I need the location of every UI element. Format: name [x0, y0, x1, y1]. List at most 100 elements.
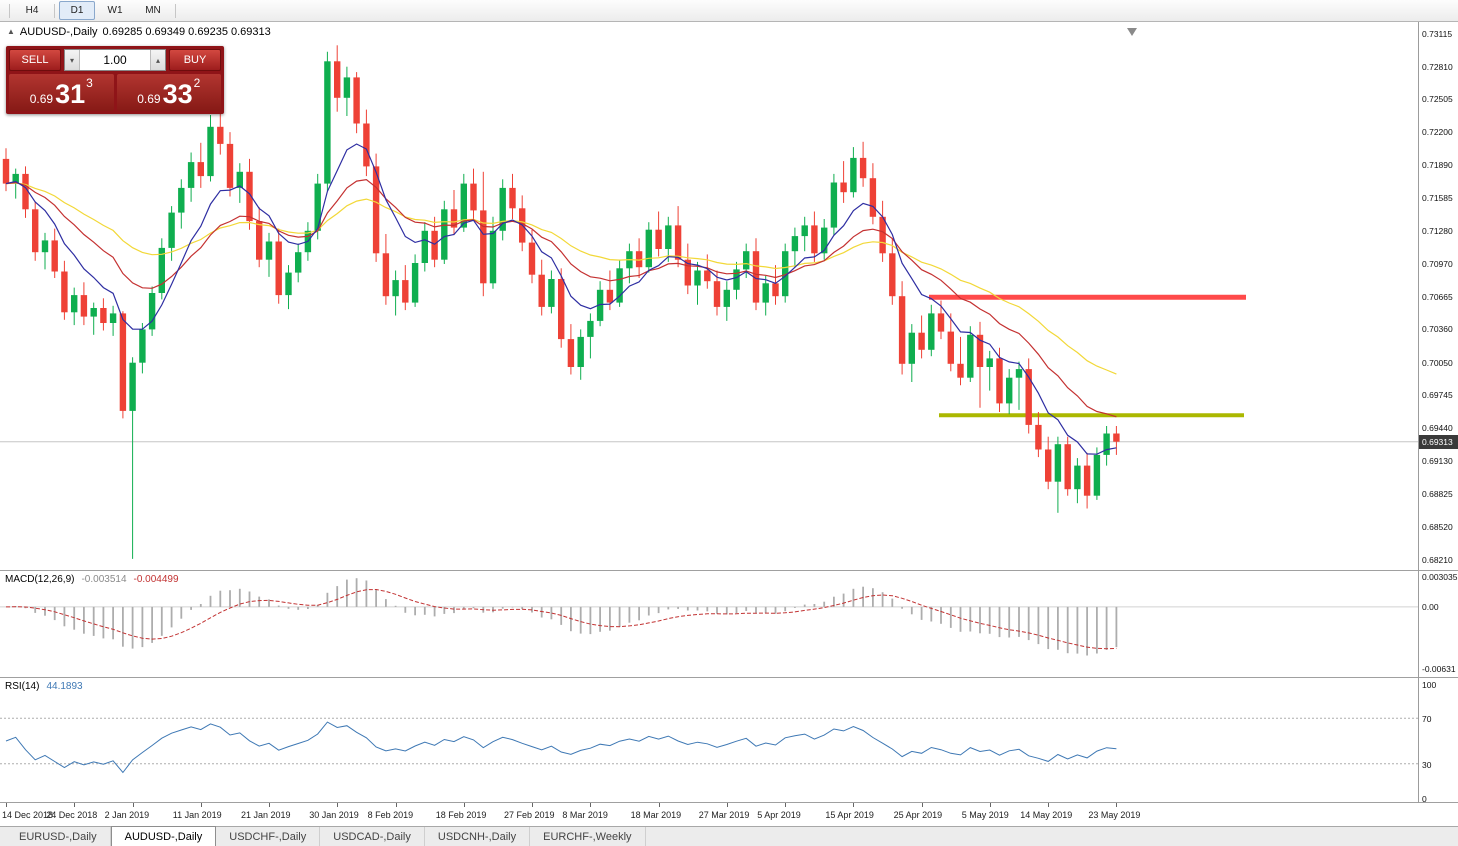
date-axis-label: 30 Jan 2019 — [309, 810, 359, 820]
price-axis-label: 0.73115 — [1422, 29, 1453, 39]
date-tick — [200, 803, 202, 807]
toolbar-separator — [9, 3, 10, 18]
one-click-trading-panel: SELL ▾ 1.00 ▴ BUY 0.69 31 3 0.69 33 2 — [6, 46, 224, 114]
lot-increase-icon[interactable]: ▴ — [150, 50, 165, 70]
date-tick — [132, 803, 134, 807]
lot-decrease-icon[interactable]: ▾ — [65, 50, 80, 70]
rsi-label: RSI(14) 44.1893 — [5, 681, 83, 692]
date-axis-label: 23 May 2019 — [1088, 810, 1141, 820]
chart-tab-usdchf[interactable]: USDCHF-,Daily — [216, 827, 321, 846]
date-tick — [532, 803, 533, 807]
date-axis-label: 27 Feb 2019 — [504, 810, 555, 820]
date-axis[interactable]: 14 Dec 2018 24 Dec 2018 2 Jan 2019 11 Jan 2… — [0, 802, 1458, 826]
timeframe-button-w1[interactable]: W1 — [107, 5, 123, 16]
date-axis-label: 25 Apr 2019 — [893, 810, 943, 820]
chart-ohlc-values: 0.69285 0.69349 0.69235 0.69313 — [102, 26, 271, 38]
macd-axis-label: -0.00631 — [1422, 664, 1456, 674]
buy-price-point: 2 — [193, 76, 201, 90]
chart-tab-usdcnh[interactable]: USDCNH-,Daily — [425, 827, 531, 846]
toolbar-separator — [54, 3, 55, 18]
chart-tab-bar: EURUSD-,Daily AUDUSD-,Daily USDCHF-,Daily U… — [0, 826, 1458, 846]
price-axis-label: 0.72200 — [1422, 127, 1453, 138]
price-axis-label: 0.72505 — [1422, 94, 1453, 105]
price-axis-label: 0.70665 — [1422, 291, 1453, 302]
rsi-chart[interactable] — [0, 678, 1418, 803]
rsi-indicator-panel: RSI(14) 44.1893 100 70 30 0 — [0, 677, 1458, 803]
price-axis-label: 0.72810 — [1422, 61, 1453, 72]
date-tick — [337, 803, 339, 807]
date-tick — [463, 803, 465, 807]
date-tick — [395, 803, 397, 807]
current-price-badge: 0.69313 — [1419, 434, 1458, 449]
date-axis-label: 18 Mar 2019 — [630, 810, 682, 820]
date-tick — [658, 803, 660, 807]
macd-chart[interactable] — [0, 571, 1418, 677]
sell-price-pips: 31 — [55, 79, 86, 110]
buy-price-base: 0.69 — [137, 92, 161, 106]
chart-tab-usdcad[interactable]: USDCAD-,Daily — [320, 827, 425, 846]
timeframe-button-d1[interactable]: D1 — [59, 1, 95, 20]
date-tick — [6, 803, 7, 807]
date-axis-label: 24 Dec 2018 — [46, 810, 98, 820]
date-tick — [921, 803, 923, 807]
sell-button[interactable]: SELL — [9, 49, 61, 71]
rsi-value: 44.1893 — [46, 681, 83, 692]
macd-value: -0.003514 — [81, 574, 127, 585]
macd-axis[interactable]: 0.003035 0.00 -0.00631 — [1419, 571, 1458, 677]
chart-shift-icon[interactable] — [1127, 28, 1137, 36]
date-axis-label: 5 May 2019 — [961, 810, 1009, 820]
macd-name: MACD(12,26,9) — [5, 574, 75, 585]
price-axis-label: 0.71890 — [1422, 160, 1453, 171]
chart-tab-eurusd[interactable]: EURUSD-,Daily — [6, 827, 111, 846]
date-axis-label: 27 Mar 2019 — [698, 810, 750, 820]
rsi-name: RSI(14) — [5, 681, 40, 692]
rsi-axis-label: 30 — [1422, 759, 1432, 770]
price-axis-label: 0.70050 — [1422, 357, 1453, 368]
lot-size-value[interactable]: 1.00 — [103, 53, 127, 67]
sell-price[interactable]: 0.69 31 3 — [9, 74, 114, 111]
rsi-axis-label: 70 — [1422, 714, 1432, 725]
date-axis-label: 14 May 2019 — [1020, 810, 1073, 820]
timeframe-button-mn[interactable]: MN — [145, 5, 161, 16]
timeframe-toolbar: H4 D1 W1 MN — [0, 0, 1458, 22]
chart-tab-audusd[interactable]: AUDUSD-,Daily — [110, 826, 217, 846]
date-axis-label: 21 Jan 2019 — [241, 810, 291, 820]
date-axis-label: 18 Feb 2019 — [435, 810, 487, 820]
axis-separator — [1418, 22, 1419, 803]
lot-size-field[interactable]: ▾ 1.00 ▴ — [64, 49, 166, 71]
timeframe-button-h4[interactable]: H4 — [25, 5, 39, 16]
sell-price-point: 3 — [86, 76, 93, 90]
date-tick — [853, 803, 855, 807]
price-axis-label: 0.71280 — [1422, 225, 1453, 236]
candlestick-chart[interactable] — [0, 22, 1418, 570]
timeframe-group-2: D1 W1 MN — [59, 1, 171, 20]
rsi-axis-label: 0 — [1422, 794, 1427, 803]
timeframe-group-1: H4 — [14, 1, 50, 20]
price-axis-label: 0.71585 — [1422, 193, 1453, 204]
date-axis-label: 14 Dec 2018 — [2, 810, 54, 820]
price-chart-panel: ▲ AUDUSD-,Daily 0.69285 0.69349 0.69235 … — [0, 22, 1458, 570]
chart-tab-eurchf[interactable]: EURCHF-,Weekly — [530, 827, 646, 846]
rsi-axis[interactable]: 100 70 30 0 — [1419, 678, 1458, 803]
buy-button[interactable]: BUY — [169, 49, 221, 71]
date-tick — [1048, 803, 1050, 807]
macd-axis-label: 0.003035 — [1422, 572, 1458, 582]
date-axis-label: 8 Mar 2019 — [562, 810, 608, 820]
toolbar-separator — [175, 3, 176, 18]
price-axis-label: 0.68520 — [1422, 521, 1453, 532]
price-axis[interactable]: 0.73115 0.72810 0.72505 0.72200 0.71890 0.715… — [1419, 22, 1458, 570]
date-axis-label: 8 Feb 2019 — [367, 810, 414, 820]
date-tick — [989, 803, 991, 807]
date-axis-label: 2 Jan 2019 — [104, 810, 150, 820]
date-axis-label: 5 Apr 2019 — [757, 810, 801, 820]
date-axis-label: 11 Jan 2019 — [172, 810, 222, 820]
chart-symbol-period: AUDUSD-,Daily — [19, 26, 98, 38]
price-axis-label: 0.69130 — [1422, 456, 1453, 467]
date-tick — [726, 803, 728, 807]
price-axis-label: 0.70970 — [1422, 259, 1453, 269]
date-tick — [269, 803, 270, 807]
date-axis-label: 15 Apr 2019 — [825, 810, 874, 820]
buy-price[interactable]: 0.69 33 2 — [116, 74, 221, 111]
date-tick — [785, 803, 787, 807]
date-tick — [1116, 803, 1118, 807]
